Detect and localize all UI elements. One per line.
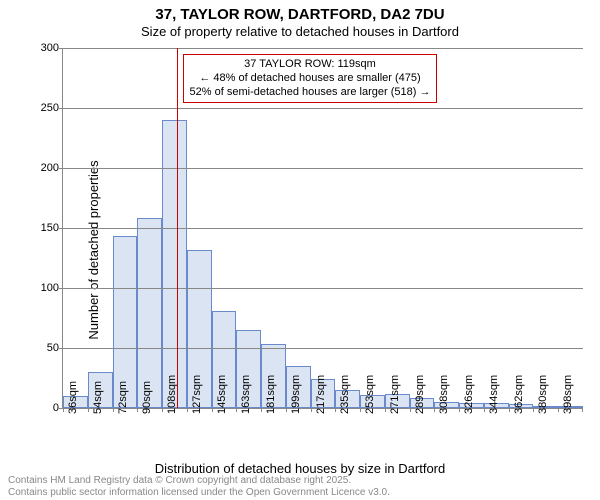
xtick-mark: [509, 408, 510, 412]
xtick-mark: [360, 408, 361, 412]
xtick-mark: [212, 408, 213, 412]
xtick-mark: [410, 408, 411, 412]
xtick-mark: [533, 408, 534, 412]
grid-line: [63, 228, 583, 229]
xtick-label: 181sqm: [265, 375, 277, 414]
ytick-label: 250: [31, 102, 59, 114]
ytick-label: 50: [31, 342, 59, 354]
ytick-label: 200: [31, 162, 59, 174]
xtick-label: 398sqm: [562, 375, 574, 414]
histogram-bar: [137, 218, 162, 408]
ytick-mark: [59, 348, 63, 349]
xtick-mark: [484, 408, 485, 412]
xtick-label: 127sqm: [191, 375, 203, 414]
xtick-label: 271sqm: [389, 375, 401, 414]
xtick-mark: [385, 408, 386, 412]
xtick-label: 380sqm: [537, 375, 549, 414]
ytick-mark: [59, 288, 63, 289]
xtick-mark: [459, 408, 460, 412]
annotation-line: 52% of semi-detached houses are larger (…: [190, 86, 431, 100]
xtick-label: 253sqm: [364, 375, 376, 414]
grid-line: [63, 288, 583, 289]
xtick-mark: [137, 408, 138, 412]
xtick-mark: [582, 408, 583, 412]
chart-title: 37, TAYLOR ROW, DARTFORD, DA2 7DU: [0, 6, 600, 23]
ytick-mark: [59, 48, 63, 49]
ytick-label: 100: [31, 282, 59, 294]
xtick-label: 235sqm: [339, 375, 351, 414]
xtick-label: 217sqm: [315, 375, 327, 414]
annotation-line: 37 TAYLOR ROW: 119sqm: [190, 58, 431, 72]
xtick-label: 199sqm: [290, 375, 302, 414]
xtick-label: 36sqm: [67, 381, 79, 414]
xtick-mark: [434, 408, 435, 412]
xtick-label: 163sqm: [240, 375, 252, 414]
xtick-label: 289sqm: [414, 375, 426, 414]
xtick-mark: [113, 408, 114, 412]
xtick-label: 54sqm: [92, 381, 104, 414]
annotation-box: 37 TAYLOR ROW: 119sqm← 48% of detached h…: [183, 54, 438, 103]
grid-line: [63, 348, 583, 349]
histogram-bar: [162, 120, 187, 408]
xtick-mark: [162, 408, 163, 412]
xtick-mark: [236, 408, 237, 412]
ytick-mark: [59, 108, 63, 109]
xtick-label: 362sqm: [513, 375, 525, 414]
footer-line-1: Contains HM Land Registry data © Crown c…: [8, 475, 351, 486]
xtick-mark: [261, 408, 262, 412]
xtick-mark: [311, 408, 312, 412]
xtick-label: 90sqm: [141, 381, 153, 414]
grid-line: [63, 168, 583, 169]
xtick-label: 326sqm: [463, 375, 475, 414]
xtick-mark: [187, 408, 188, 412]
grid-line: [63, 48, 583, 49]
grid-line: [63, 108, 583, 109]
ytick-mark: [59, 168, 63, 169]
plot-area: 05010015020025030036sqm54sqm72sqm90sqm10…: [62, 48, 583, 409]
footer-text: Contains HM Land Registry data © Crown c…: [8, 475, 390, 498]
footer-line-2: Contains public sector information licen…: [8, 487, 390, 498]
xtick-mark: [286, 408, 287, 412]
xtick-label: 308sqm: [438, 375, 450, 414]
annotation-line: ← 48% of detached houses are smaller (47…: [190, 72, 431, 86]
ytick-label: 0: [31, 402, 59, 414]
ytick-label: 300: [31, 42, 59, 54]
chart-container: 37, TAYLOR ROW, DARTFORD, DA2 7DU Size o…: [0, 0, 600, 500]
xtick-mark: [63, 408, 64, 412]
ytick-label: 150: [31, 222, 59, 234]
xtick-mark: [335, 408, 336, 412]
xtick-mark: [558, 408, 559, 412]
xtick-mark: [88, 408, 89, 412]
ytick-mark: [59, 228, 63, 229]
reference-line: [177, 48, 178, 408]
xtick-label: 145sqm: [216, 375, 228, 414]
x-axis-label: Distribution of detached houses by size …: [0, 461, 600, 476]
chart-subtitle: Size of property relative to detached ho…: [0, 24, 600, 39]
xtick-label: 72sqm: [117, 381, 129, 414]
xtick-label: 344sqm: [488, 375, 500, 414]
